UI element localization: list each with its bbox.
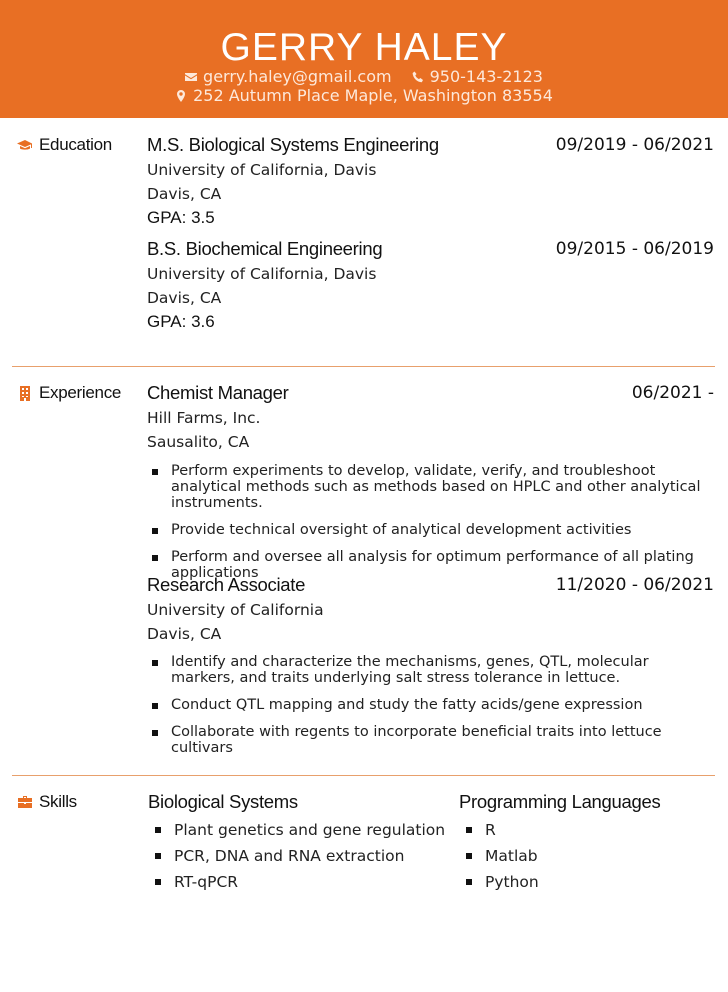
job-location: Sausalito, CA bbox=[147, 433, 250, 451]
experience-section-label: Experience bbox=[17, 383, 121, 403]
education-gpa: GPA: 3.6 bbox=[147, 312, 215, 331]
job-company: Hill Farms, Inc. bbox=[147, 409, 261, 427]
job-bullet: Perform experiments to develop, validate… bbox=[152, 463, 712, 511]
section-divider bbox=[12, 366, 715, 367]
education-label: Education bbox=[39, 135, 112, 154]
education-gpa: GPA: 3.5 bbox=[147, 208, 215, 227]
experience-label: Experience bbox=[39, 383, 122, 402]
education-title: M.S. Biological Systems Engineering bbox=[147, 134, 439, 155]
skill-item: Python bbox=[466, 873, 539, 891]
job-bullet: Provide technical oversight of analytica… bbox=[152, 522, 712, 538]
skill-list: R Matlab Python bbox=[466, 821, 539, 899]
job-bullet: Collaborate with regents to incorporate … bbox=[152, 724, 712, 756]
candidate-name: GERRY HALEY bbox=[220, 26, 508, 69]
contact-line: gerry.haley@gmail.com 950-143-2123 bbox=[0, 67, 728, 87]
skills-section-label: Skills bbox=[17, 792, 77, 812]
education-date: 09/2015 - 06/2019 bbox=[555, 239, 714, 259]
address-line: 252 Autumn Place Maple, Washington 83554 bbox=[0, 86, 728, 106]
education-location: Davis, CA bbox=[147, 185, 222, 203]
skill-item: RT-qPCR bbox=[155, 873, 445, 891]
job-title: Research Associate bbox=[147, 574, 306, 595]
job-date: 06/2021 - bbox=[631, 383, 714, 403]
graduation-cap-icon bbox=[17, 140, 32, 150]
phone-text: 950-143-2123 bbox=[429, 67, 543, 86]
job-location: Davis, CA bbox=[147, 625, 222, 643]
job-bullet: Conduct QTL mapping and study the fatty … bbox=[152, 697, 712, 713]
education-title: B.S. Biochemical Engineering bbox=[147, 238, 383, 259]
education-date: 09/2019 - 06/2021 bbox=[555, 135, 714, 155]
address-text: 252 Autumn Place Maple, Washington 83554 bbox=[193, 86, 553, 105]
skill-item: R bbox=[466, 821, 539, 839]
envelope-icon bbox=[185, 73, 198, 81]
job-bullet: Perform and oversee all analysis for opt… bbox=[152, 549, 712, 581]
education-school: University of California, Davis bbox=[147, 161, 377, 179]
skill-item: Plant genetics and gene regulation bbox=[155, 821, 445, 839]
education-school: University of California, Davis bbox=[147, 265, 377, 283]
address-contact: 252 Autumn Place Maple, Washington 83554 bbox=[175, 86, 553, 106]
skill-group-title: Programming Languages bbox=[459, 791, 661, 812]
skill-list: Plant genetics and gene regulation PCR, … bbox=[155, 821, 445, 899]
skill-item: Matlab bbox=[466, 847, 539, 865]
job-bullet-list: Identify and characterize the mechanisms… bbox=[152, 654, 712, 767]
job-bullet-list: Perform experiments to develop, validate… bbox=[152, 463, 712, 592]
section-divider bbox=[12, 775, 715, 776]
email-contact[interactable]: gerry.haley@gmail.com bbox=[185, 67, 392, 87]
job-title: Chemist Manager bbox=[147, 382, 289, 403]
email-text: gerry.haley@gmail.com bbox=[203, 67, 392, 86]
skills-label: Skills bbox=[39, 792, 77, 811]
resume-header: GERRY HALEY gerry.haley@gmail.com 950-14… bbox=[0, 0, 728, 118]
education-section-label: Education bbox=[17, 135, 112, 155]
skill-group-title: Biological Systems bbox=[148, 791, 298, 812]
skill-item: PCR, DNA and RNA extraction bbox=[155, 847, 445, 865]
map-pin-icon bbox=[177, 90, 186, 102]
toolbox-icon bbox=[18, 796, 32, 808]
job-date: 11/2020 - 06/2021 bbox=[555, 575, 714, 595]
building-icon bbox=[20, 386, 30, 401]
job-company: University of California bbox=[147, 601, 324, 619]
job-bullet: Identify and characterize the mechanisms… bbox=[152, 654, 712, 686]
phone-icon bbox=[412, 71, 423, 83]
education-location: Davis, CA bbox=[147, 289, 222, 307]
phone-contact[interactable]: 950-143-2123 bbox=[412, 67, 543, 87]
